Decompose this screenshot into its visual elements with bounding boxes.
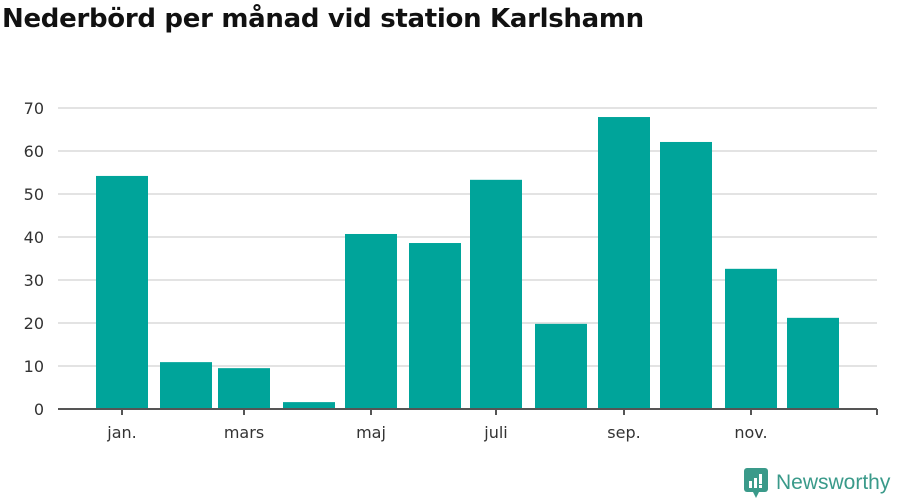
bar-sep: [598, 117, 650, 409]
bar-juni: [409, 243, 461, 409]
bar-feb: [160, 362, 212, 409]
newsworthy-logo: Newsworthy: [744, 468, 890, 498]
x-tick-label: jan.: [106, 423, 136, 442]
bar-maj: [345, 233, 397, 409]
y-tick-label: 30: [24, 271, 44, 290]
x-tick-label: juli: [483, 423, 507, 442]
bar-dec: [787, 317, 839, 409]
bar-juli: [470, 179, 522, 409]
x-tick-label: sep.: [607, 423, 640, 442]
x-tick-label: maj: [356, 423, 386, 442]
bar-apr: [283, 402, 335, 409]
y-tick-label: 0: [34, 400, 44, 419]
x-tick-label: nov.: [734, 423, 767, 442]
bar-nov: [725, 268, 777, 409]
bar-aug: [535, 323, 587, 409]
bars: [96, 117, 839, 409]
chart-title: Nederbörd per månad vid station Karlsham…: [2, 4, 644, 34]
bar-mars: [218, 368, 270, 409]
bar-chart-speech-icon: [744, 468, 768, 498]
y-tick-label: 10: [24, 357, 44, 376]
bar-okt: [660, 141, 712, 409]
y-tick-label: 20: [24, 314, 44, 333]
y-tick-label: 50: [24, 185, 44, 204]
y-tick-label: 40: [24, 228, 44, 247]
bar-jan: [96, 175, 148, 409]
x-tick-label: mars: [224, 423, 264, 442]
brand-name: Newsworthy: [776, 471, 891, 494]
y-axis-labels: 0 10 20 30 40 50 60 70: [24, 99, 44, 419]
y-tick-label: 60: [24, 142, 44, 161]
y-tick-label: 70: [24, 99, 44, 118]
x-axis: jan. mars maj juli sep. nov.: [58, 408, 878, 442]
